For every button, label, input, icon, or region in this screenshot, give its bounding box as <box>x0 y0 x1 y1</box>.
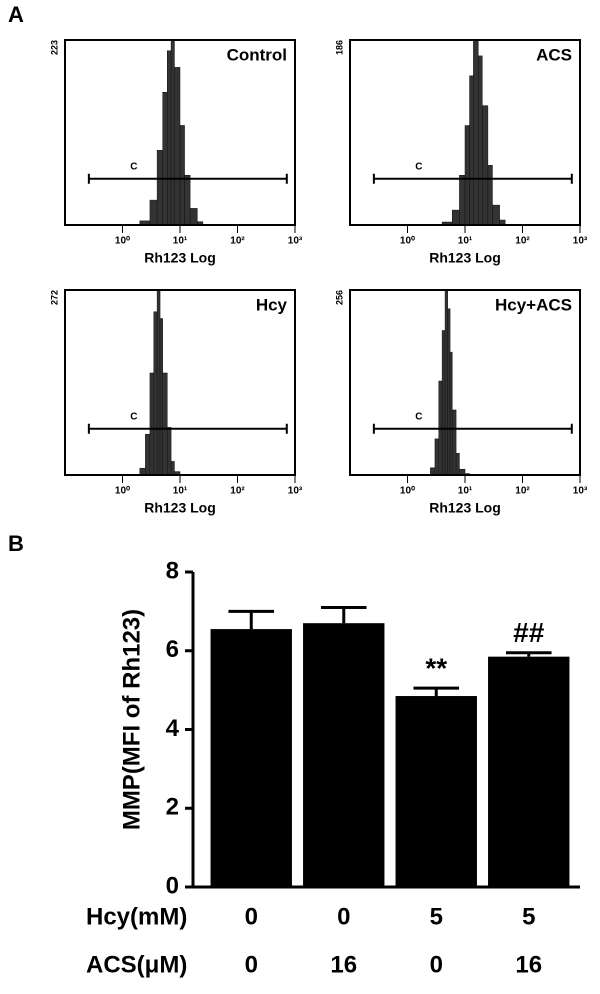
y-tick-label: 2 <box>166 794 179 821</box>
x-tick-label: 10⁰ <box>400 486 415 497</box>
panel-label: B <box>8 531 24 556</box>
histogram-bar <box>156 150 163 226</box>
y-tick-label: 8 <box>166 557 179 584</box>
x-tick-label: 10¹ <box>173 236 188 247</box>
histogram-bar <box>149 372 155 476</box>
histogram-bar <box>473 39 479 226</box>
histogram-bar <box>170 461 175 476</box>
x-axis-label: Rh123 Log <box>429 250 501 266</box>
x-tick-label: 10² <box>515 486 530 497</box>
gate-label: C <box>130 411 137 422</box>
histogram-bar <box>149 199 158 226</box>
histogram-bar <box>162 372 168 476</box>
histogram-bar <box>459 175 466 226</box>
histogram-bar <box>449 351 453 476</box>
gate-label: C <box>415 411 422 422</box>
histogram-bar <box>162 92 168 226</box>
x-tick-label: 10¹ <box>173 486 188 497</box>
bar <box>210 629 292 887</box>
histogram-bar <box>189 208 198 226</box>
bar <box>488 656 570 887</box>
category-row-label: ACS(μM) <box>86 951 187 978</box>
histogram-bar <box>451 409 457 476</box>
x-axis-label: Rh123 Log <box>144 500 216 516</box>
histogram-bar <box>487 165 493 226</box>
x-tick-label: 0 <box>337 903 350 930</box>
chart-title: ACS <box>536 45 572 64</box>
bar <box>395 696 477 887</box>
histogram-bar <box>156 289 161 476</box>
x-tick-label: 10² <box>230 486 245 497</box>
histogram-bar <box>451 209 460 226</box>
x-tick-label: 0 <box>245 903 258 930</box>
histogram-bar <box>469 75 474 226</box>
plot-frame <box>64 289 296 476</box>
x-tick-label: 16 <box>330 951 357 978</box>
plot-frame <box>349 289 581 476</box>
histogram-bar <box>179 125 185 226</box>
x-tick-label: 10⁰ <box>115 236 130 247</box>
x-tick-label: 10¹ <box>458 236 473 247</box>
chart-title: Control <box>227 45 287 64</box>
histogram-bar <box>430 467 436 476</box>
x-tick-label: 10³ <box>573 236 588 247</box>
category-row-label: Hcy(mM) <box>86 903 187 930</box>
y-tick-label: 223 <box>49 40 59 55</box>
histogram-bar <box>174 67 181 226</box>
x-tick-label: 10³ <box>288 486 303 497</box>
panel-label: A <box>8 2 24 27</box>
x-tick-label: 16 <box>515 951 542 978</box>
histogram-bar <box>166 50 172 226</box>
bar <box>303 623 385 887</box>
significance-mark: ** <box>425 653 447 684</box>
histogram-bar <box>447 308 451 476</box>
x-tick-label: 10⁰ <box>115 486 130 497</box>
y-tick-label: 6 <box>166 636 179 663</box>
histogram-bar <box>455 453 460 476</box>
x-tick-label: 5 <box>522 903 535 930</box>
histogram-bar <box>492 204 500 226</box>
y-tick-label: 4 <box>166 715 180 742</box>
y-tick-label: 256 <box>334 290 344 305</box>
histogram-bar <box>441 330 446 476</box>
histogram-bar <box>145 433 151 476</box>
x-tick-label: 10¹ <box>458 486 473 497</box>
x-tick-label: 5 <box>430 903 443 930</box>
x-axis-label: Rh123 Log <box>429 500 501 516</box>
x-tick-label: 10² <box>515 236 530 247</box>
y-tick-label: 186 <box>334 40 344 55</box>
y-tick-label: 272 <box>49 290 59 305</box>
x-axis-label: Rh123 Log <box>144 250 216 266</box>
x-tick-label: 10³ <box>288 236 303 247</box>
x-tick-label: 10⁰ <box>400 236 415 247</box>
y-axis-label: MMP(MFI of Rh123) <box>118 609 145 830</box>
histogram-bar <box>478 55 483 226</box>
histogram-bar <box>464 125 470 226</box>
histogram-bar <box>184 174 191 226</box>
histogram-bar <box>482 105 489 226</box>
gate-label: C <box>130 161 137 172</box>
histogram-bar <box>434 438 440 476</box>
x-tick-label: 0 <box>430 951 443 978</box>
histogram-bar <box>153 311 158 476</box>
histogram-bar <box>444 289 448 476</box>
histogram-bar <box>139 467 146 476</box>
histogram-bar <box>159 318 163 476</box>
x-tick-label: 0 <box>245 951 258 978</box>
gate-label: C <box>415 161 422 172</box>
histogram-bar <box>166 427 172 476</box>
chart-title: Hcy <box>256 295 288 314</box>
significance-mark: ## <box>513 617 545 648</box>
y-tick-label: 0 <box>166 872 179 899</box>
chart-title: Hcy+ACS <box>495 295 572 314</box>
histogram-bar <box>170 39 175 226</box>
x-tick-label: 10² <box>230 236 245 247</box>
x-tick-label: 10³ <box>573 486 588 497</box>
